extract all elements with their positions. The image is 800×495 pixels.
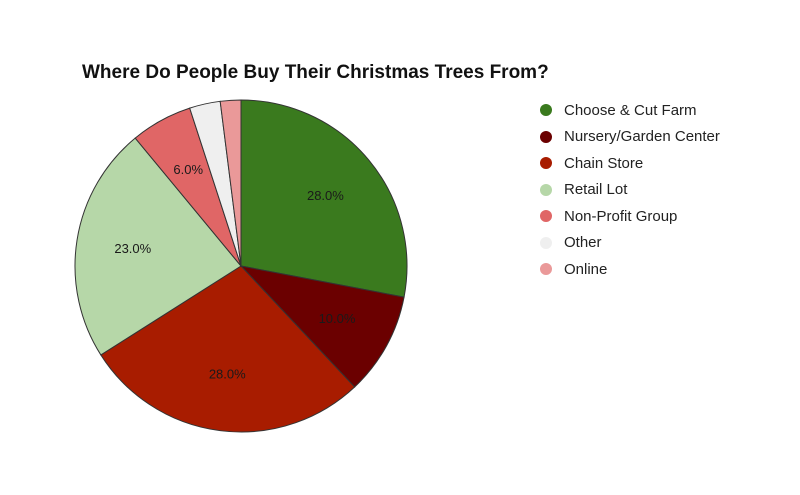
legend-swatch	[540, 183, 552, 196]
legend-swatch	[540, 210, 552, 223]
pie-slice-choose-cut-farm	[240, 99, 408, 298]
legend-item-non-profit-group: Non-Profit Group	[540, 203, 720, 230]
legend: Choose & Cut Farm Nursery/Garden Center Ch…	[540, 97, 720, 283]
legend-swatch	[540, 263, 552, 276]
legend-label: Other	[564, 234, 602, 252]
slice-label-choose-cut-farm: 28.0%	[307, 188, 344, 203]
legend-item-online: Online	[540, 256, 720, 283]
slice-label-nursery-garden-center: 10.0%	[319, 311, 356, 326]
legend-item-chain-store: Chain Store	[540, 150, 720, 177]
legend-label: Retail Lot	[564, 181, 628, 199]
legend-swatch	[540, 130, 552, 143]
legend-swatch	[540, 157, 552, 170]
slice-label-non-profit-group: 6.0%	[173, 162, 203, 177]
legend-item-choose-cut-farm: Choose & Cut Farm	[540, 97, 720, 124]
legend-label: Nursery/Garden Center	[564, 128, 720, 146]
pie-slice-online	[219, 99, 242, 267]
legend-label: Chain Store	[564, 154, 644, 172]
legend-label: Non-Profit Group	[564, 207, 678, 225]
pie-slice-retail-lot	[74, 137, 242, 356]
legend-label: Online	[564, 260, 608, 278]
legend-swatch	[540, 104, 552, 117]
pie-slice-chain-store	[100, 265, 356, 433]
legend-item-other: Other	[540, 230, 720, 257]
legend-label: Choose & Cut Farm	[564, 101, 697, 119]
pie-slice-nursery-garden-center	[239, 265, 405, 388]
slice-label-chain-store: 28.0%	[209, 367, 246, 382]
legend-item-nursery-garden-center: Nursery/Garden Center	[540, 124, 720, 151]
legend-item-retail-lot: Retail Lot	[540, 177, 720, 204]
chart-title: Where Do People Buy Their Christmas Tree…	[82, 62, 549, 83]
legend-swatch	[540, 236, 552, 249]
slice-label-retail-lot: 23.0%	[114, 241, 151, 256]
